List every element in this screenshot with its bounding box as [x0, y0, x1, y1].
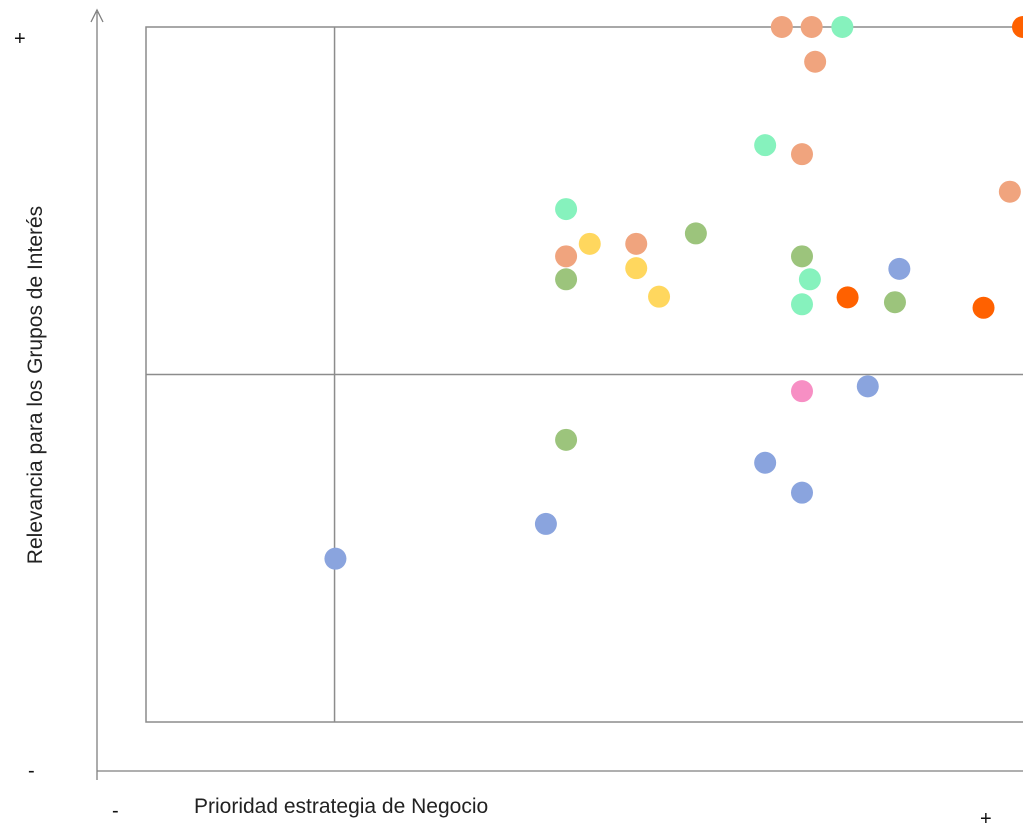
y-axis-high-marker: +: [14, 28, 26, 50]
data-point-13: [684, 222, 707, 245]
y-axis-label: Relevancia para los Grupos de Interés: [24, 205, 47, 565]
data-point-28: [790, 481, 813, 504]
x-axis-label: Prioridad estrategia de Negocio: [194, 795, 489, 818]
data-point-1: [770, 16, 793, 38]
x-axis-high-marker: +: [980, 808, 992, 830]
data-point-20: [888, 257, 911, 280]
data-point-21: [883, 291, 906, 314]
data-point-26: [555, 428, 578, 451]
data-point-10: [555, 245, 578, 268]
data-point-14: [555, 268, 578, 291]
y-axis-low-marker: -: [28, 760, 35, 782]
data-point-15: [625, 257, 648, 280]
data-point-22: [836, 286, 859, 309]
data-point-27: [754, 451, 777, 474]
data-point-30: [324, 547, 347, 570]
data-point-18: [798, 268, 821, 291]
data-point-16: [648, 285, 671, 308]
data-point-5: [804, 50, 827, 73]
data-point-6: [754, 134, 777, 157]
data-point-24: [790, 380, 813, 403]
x-axis-low-marker: -: [112, 800, 119, 822]
scatter-points: [324, 16, 1023, 570]
data-point-23: [972, 296, 995, 319]
data-point-29: [534, 512, 557, 535]
y-axis-arrowhead: [90, 8, 104, 23]
data-point-9: [555, 198, 578, 221]
data-point-17: [790, 245, 813, 268]
data-point-19: [790, 293, 813, 316]
data-point-3: [831, 16, 854, 38]
data-point-4: [1012, 16, 1023, 38]
data-point-25: [856, 375, 879, 398]
data-point-8: [998, 180, 1021, 203]
data-point-11: [578, 232, 601, 255]
data-point-12: [625, 232, 648, 255]
data-point-2: [800, 16, 823, 38]
data-point-7: [790, 143, 813, 166]
